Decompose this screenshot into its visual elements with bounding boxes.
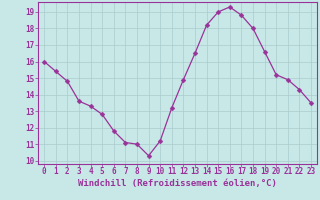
X-axis label: Windchill (Refroidissement éolien,°C): Windchill (Refroidissement éolien,°C) — [78, 179, 277, 188]
